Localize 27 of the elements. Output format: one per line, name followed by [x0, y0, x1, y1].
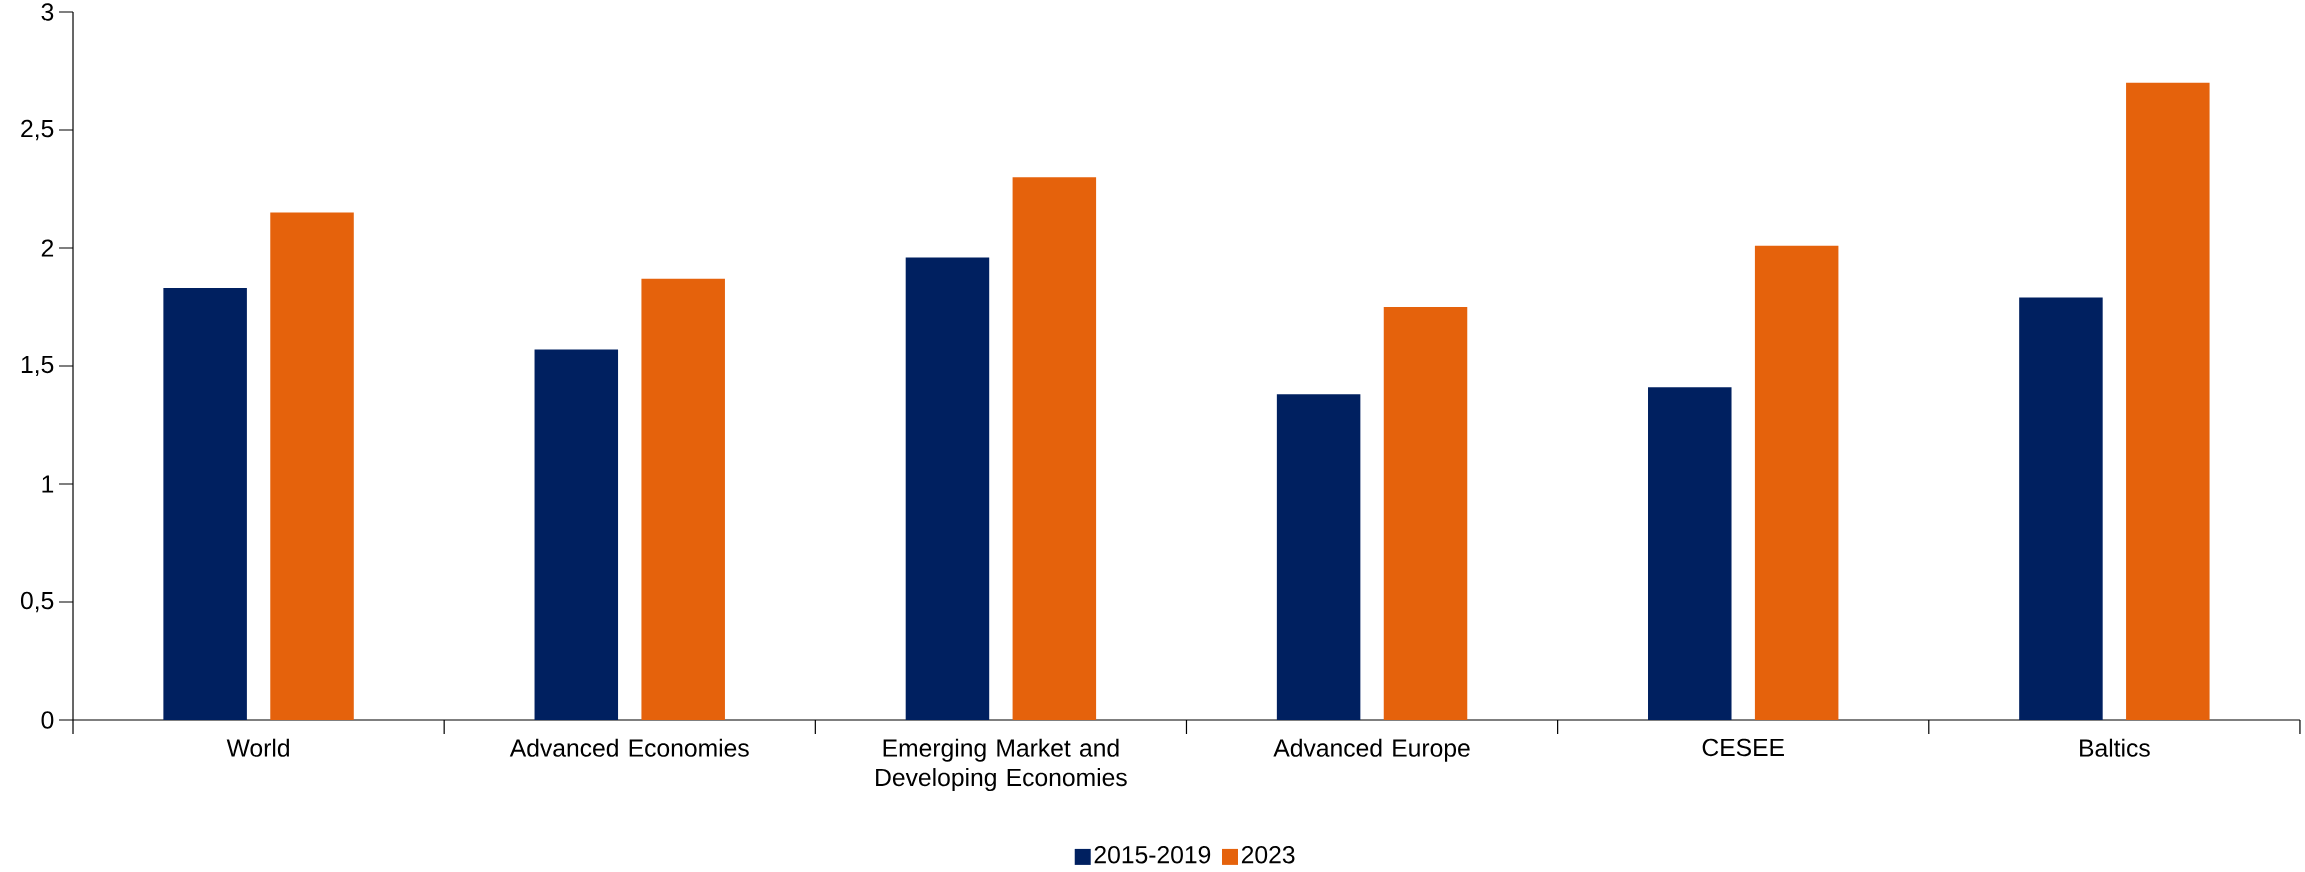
y-tick-label: 1,5	[21, 355, 54, 377]
bar	[2019, 297, 2103, 720]
bar	[1754, 245, 1839, 720]
bar	[2126, 82, 2210, 720]
y-tick-label: 1	[42, 475, 54, 493]
bar	[1383, 307, 1468, 720]
x-tick-label: Emerging Market and Developing Economies	[876, 738, 1127, 792]
legend-label: 2015-2019	[1094, 845, 1211, 864]
y-tick-label: 2	[41, 239, 54, 257]
y-tick-label: 3	[41, 3, 54, 21]
bar	[641, 278, 725, 720]
bar	[1648, 387, 1732, 720]
y-tick-label: 0,5	[20, 591, 54, 613]
x-tick-label: World	[226, 738, 289, 757]
bar	[1012, 177, 1097, 720]
x-tick-label: Advanced Europe	[1273, 738, 1470, 762]
bar	[270, 212, 354, 720]
x-tick-label: CESEE	[1702, 738, 1784, 757]
x-tick-label: Baltics	[2080, 738, 2150, 757]
bar	[905, 257, 990, 720]
legend-label: 2023	[1241, 845, 1295, 864]
y-tick-label: 0	[41, 711, 54, 729]
bar	[534, 349, 619, 720]
bar	[1276, 394, 1361, 720]
y-tick-label: 2,5	[21, 119, 54, 141]
bar	[163, 288, 247, 720]
x-tick-label: Advanced Economies	[509, 738, 749, 757]
